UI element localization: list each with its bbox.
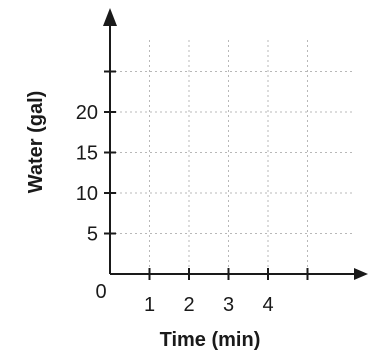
y-tick-label: 10 xyxy=(76,183,98,205)
y-tick-label: 15 xyxy=(76,143,98,165)
x-axis-title: Time (min) xyxy=(160,329,261,351)
grid xyxy=(110,40,352,274)
x-axis-arrowhead xyxy=(354,268,368,280)
x-tick-label: 3 xyxy=(223,294,234,316)
y-tick-label: 5 xyxy=(87,224,98,246)
axes xyxy=(103,8,368,280)
y-axis-title: Water (gal) xyxy=(25,91,47,194)
ticks xyxy=(104,70,309,280)
origin-label: 0 xyxy=(95,281,106,303)
y-tick-label: 20 xyxy=(76,102,98,124)
x-tick-label: 2 xyxy=(183,294,194,316)
x-tick-label: 1 xyxy=(144,294,155,316)
x-tick-label: 4 xyxy=(262,294,273,316)
tick-labels: 1 2 3 4 5 10 15 20 xyxy=(76,102,274,316)
y-axis-arrowhead xyxy=(103,8,117,26)
